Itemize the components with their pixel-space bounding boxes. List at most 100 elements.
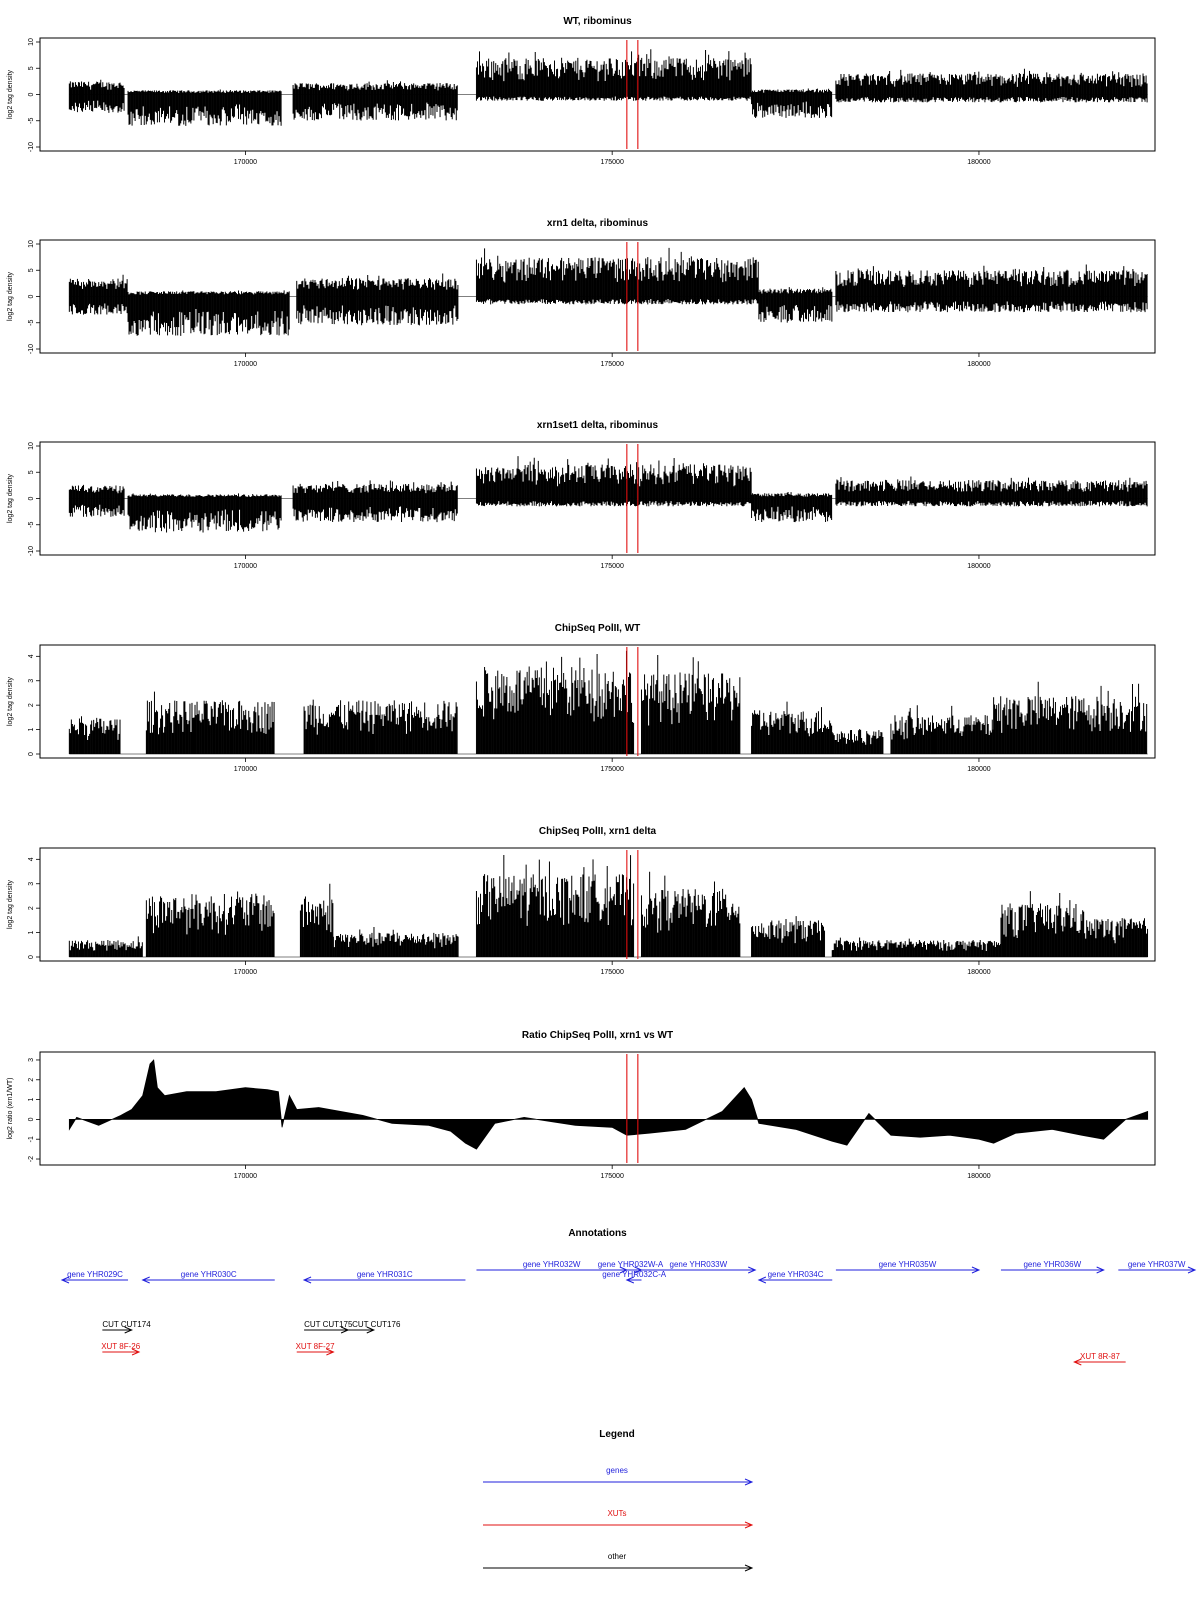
signal-bars	[751, 701, 833, 754]
y-tick-label: 2	[28, 1078, 35, 1082]
y-tick-label: -10	[28, 142, 35, 152]
signal-segment	[751, 492, 833, 523]
signal-segment	[68, 484, 125, 517]
signal-segment	[890, 705, 994, 754]
x-axis: 170000 175000 180000	[234, 961, 991, 976]
signal-bars	[475, 49, 752, 101]
x-tick-label: 180000	[967, 766, 990, 773]
signal-segment	[127, 290, 290, 336]
cut-arrow: CUT CUT174	[102, 1320, 151, 1334]
legend-label: other	[608, 1552, 627, 1561]
x-tick-label: 170000	[234, 1173, 257, 1180]
y-axis-label: log2 ratio (xrn1/WT)	[7, 1078, 14, 1140]
series-signal	[68, 247, 1148, 336]
series-signal	[68, 1059, 1149, 1150]
signal-segment	[835, 68, 1148, 103]
gene-label: gene YHR037W	[1128, 1260, 1186, 1269]
x-axis: 170000 175000 180000	[234, 758, 991, 773]
y-tick-label: 1	[28, 1098, 35, 1102]
signal-bars	[1081, 910, 1149, 957]
x-tick-label: 180000	[967, 969, 990, 976]
gene-arrow: gene YHR033W	[641, 1260, 757, 1274]
y-tick-label: 10	[28, 442, 35, 450]
signal-segment	[292, 80, 458, 121]
annotations-panel: Annotations gene YHR029C gene YHR030C gene …	[60, 1228, 1197, 1366]
signal-bars	[831, 937, 1001, 957]
panel-4: ChipSeq PolII, WT 0 1 2 3 4 log2 tag density 17…	[7, 623, 1156, 773]
signal-bars	[292, 480, 458, 523]
gene-label: gene YHR032W-A	[598, 1260, 664, 1269]
series-signal	[68, 650, 1148, 755]
signal-bars	[127, 493, 282, 533]
signal-bars	[475, 456, 752, 507]
plot-frame	[39, 847, 1156, 962]
signal-segment	[68, 274, 128, 315]
gene-label: gene YHR033W	[670, 1260, 728, 1269]
y-tick-label: 5	[28, 268, 35, 272]
signal-segment	[303, 699, 458, 754]
y-axis-label: log2 tag density	[7, 879, 14, 929]
signal-bars	[296, 273, 459, 326]
signal-bars	[332, 927, 459, 957]
xut-label: XUT 8F-27	[296, 1342, 336, 1351]
y-tick-label: -10	[28, 546, 35, 556]
x-tick-label: 175000	[600, 159, 623, 166]
signal-bars	[68, 484, 125, 517]
y-axis-label: log2 tag density	[7, 473, 14, 523]
ratio-area	[68, 1059, 1149, 1150]
x-tick-label: 170000	[234, 159, 257, 166]
y-axis: -10 -5 0 5 10	[28, 240, 40, 354]
signal-bars	[127, 290, 290, 336]
signal-bars	[145, 891, 275, 957]
x-tick-label: 175000	[600, 361, 623, 368]
signal-bars	[475, 855, 635, 957]
panel-title: xrn1set1 delta, ribominus	[537, 420, 659, 431]
y-tick-label: 1	[28, 931, 35, 935]
x-tick-label: 180000	[967, 1173, 990, 1180]
x-axis: 170000 175000 180000	[234, 1165, 991, 1180]
y-tick-label: 2	[28, 906, 35, 910]
y-tick-label: -5	[28, 118, 35, 124]
y-tick-label: 10	[28, 38, 35, 46]
y-tick-label: 3	[28, 1058, 35, 1062]
signal-segment	[641, 871, 741, 957]
gene-arrow: gene YHR037W	[1118, 1260, 1197, 1274]
y-tick-label: 0	[28, 752, 35, 756]
signal-bars	[751, 88, 833, 119]
gene-arrow: gene YHR030C	[141, 1270, 275, 1284]
signal-bars	[751, 492, 833, 523]
gene-arrow: gene YHR035W	[835, 1260, 981, 1274]
x-axis: 170000 175000 180000	[234, 353, 991, 368]
y-tick-label: 3	[28, 679, 35, 683]
signal-bars	[890, 705, 994, 754]
cut-arrow: CUT CUT175	[304, 1320, 353, 1334]
gene-arrow: gene YHR029C	[60, 1270, 129, 1284]
legend-item-gene: genes	[483, 1466, 754, 1486]
legend-title: Legend	[599, 1429, 635, 1440]
x-tick-label: 180000	[967, 159, 990, 166]
signal-segment	[751, 88, 833, 119]
y-tick-label: -2	[28, 1156, 35, 1162]
panel-6: Ratio ChipSeq PolII, xrn1 vs WT -2 -1 0 1 2 3 l…	[7, 1030, 1156, 1180]
signal-segment	[299, 883, 334, 957]
signal-segment	[296, 273, 459, 326]
x-tick-label: 170000	[234, 766, 257, 773]
xut-arrow: XUT 8F-26	[101, 1342, 141, 1356]
signal-segment	[835, 476, 1148, 507]
gene-arrow: gene YHR034C	[757, 1270, 833, 1284]
signal-segment	[475, 456, 752, 507]
xut-label: XUT 8R-87	[1080, 1352, 1120, 1361]
y-tick-label: 0	[28, 955, 35, 959]
y-tick-label: 0	[28, 92, 35, 96]
signal-segment	[758, 287, 833, 323]
x-tick-label: 175000	[600, 1173, 623, 1180]
signal-bars	[835, 264, 1148, 313]
signal-segment	[993, 681, 1148, 754]
x-tick-label: 170000	[234, 969, 257, 976]
signal-segment	[835, 264, 1148, 313]
signal-bars	[68, 274, 128, 315]
signal-bars	[145, 691, 275, 754]
signal-bars	[641, 871, 741, 957]
annotations-title: Annotations	[568, 1228, 627, 1239]
legend-label: genes	[606, 1466, 628, 1475]
